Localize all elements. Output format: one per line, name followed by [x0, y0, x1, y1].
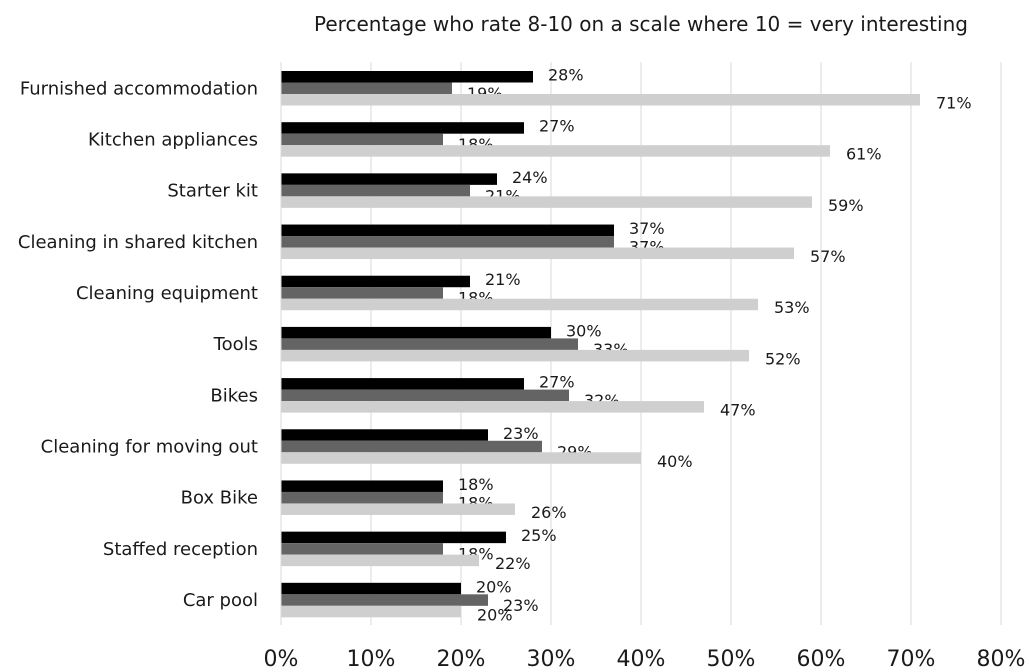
- data-label: 61%: [846, 145, 882, 164]
- data-label: 27%: [539, 373, 575, 392]
- category-label: Box Bike: [181, 488, 258, 509]
- x-tick-label: 30%: [527, 647, 576, 672]
- data-label: 30%: [566, 321, 602, 340]
- bar: [281, 452, 641, 464]
- bar: [281, 133, 443, 146]
- bar: [281, 543, 443, 555]
- data-label: 57%: [810, 247, 846, 266]
- data-label: 71%: [936, 94, 972, 113]
- category-label: Cleaning equipment: [76, 283, 258, 304]
- category-label: Cleaning for moving out: [41, 437, 258, 458]
- data-label: 37%: [629, 219, 665, 238]
- chart-title: Percentage who rate 8-10 on a scale wher…: [314, 12, 968, 36]
- data-label: 20%: [476, 577, 512, 596]
- bar: [281, 224, 614, 237]
- data-label: 23%: [503, 424, 539, 443]
- bar: [281, 122, 524, 134]
- x-tick-label: 10%: [347, 647, 396, 672]
- bar: [281, 236, 614, 248]
- category-label: Starter kit: [167, 181, 258, 202]
- x-tick-label: 20%: [437, 647, 486, 672]
- bar: [281, 389, 569, 402]
- data-label: 52%: [765, 349, 801, 368]
- x-tick-label: 70%: [887, 647, 936, 672]
- x-tick-label: 80%: [977, 647, 1026, 672]
- data-label: 28%: [548, 66, 584, 85]
- bar: [281, 554, 479, 567]
- data-label: 23%: [503, 596, 539, 615]
- bar: [281, 184, 470, 197]
- bar: [281, 275, 470, 288]
- category-label: Kitchen appliances: [88, 129, 258, 150]
- category-label: Staffed reception: [103, 539, 258, 560]
- data-label: 24%: [512, 168, 548, 187]
- bar: [281, 491, 443, 504]
- data-label: 18%: [458, 475, 494, 494]
- category-label: Furnished accommodation: [20, 78, 258, 99]
- x-tick-label: 50%: [707, 647, 756, 672]
- bar: [281, 531, 506, 544]
- bar: [281, 326, 551, 339]
- data-label: 53%: [774, 298, 810, 317]
- bar: [281, 503, 515, 515]
- x-tick-label: 60%: [797, 647, 846, 672]
- data-label: 59%: [828, 196, 864, 215]
- category-label: Cleaning in shared kitchen: [18, 232, 258, 253]
- bar: [281, 582, 461, 595]
- bar: [281, 145, 830, 157]
- category-label: Tools: [213, 334, 258, 355]
- bar: [281, 287, 443, 299]
- category-label: Bikes: [210, 385, 258, 406]
- bar: [281, 173, 497, 185]
- bar: [281, 594, 488, 606]
- data-label: 20%: [477, 605, 513, 624]
- bar: [281, 605, 461, 618]
- bar: [281, 349, 749, 362]
- bar: [281, 247, 794, 260]
- data-label: 22%: [495, 554, 531, 573]
- bar: [281, 196, 812, 208]
- x-tick-label: 40%: [617, 647, 666, 672]
- bar: [281, 401, 704, 413]
- data-label: 27%: [539, 117, 575, 136]
- data-label: 47%: [720, 401, 756, 420]
- bar: [281, 71, 533, 83]
- bar: [281, 298, 758, 311]
- x-tick-label: 0%: [264, 647, 299, 672]
- data-label: 21%: [485, 270, 521, 289]
- bar: [281, 94, 920, 106]
- bar: [281, 480, 443, 492]
- data-label: 26%: [531, 503, 567, 522]
- bar: [281, 338, 578, 350]
- data-label: 40%: [657, 452, 693, 471]
- category-label: Car pool: [183, 590, 258, 611]
- bar: [281, 440, 542, 453]
- bar: [281, 378, 524, 390]
- bar: [281, 429, 488, 441]
- bar: [281, 82, 452, 94]
- data-label: 25%: [521, 526, 557, 545]
